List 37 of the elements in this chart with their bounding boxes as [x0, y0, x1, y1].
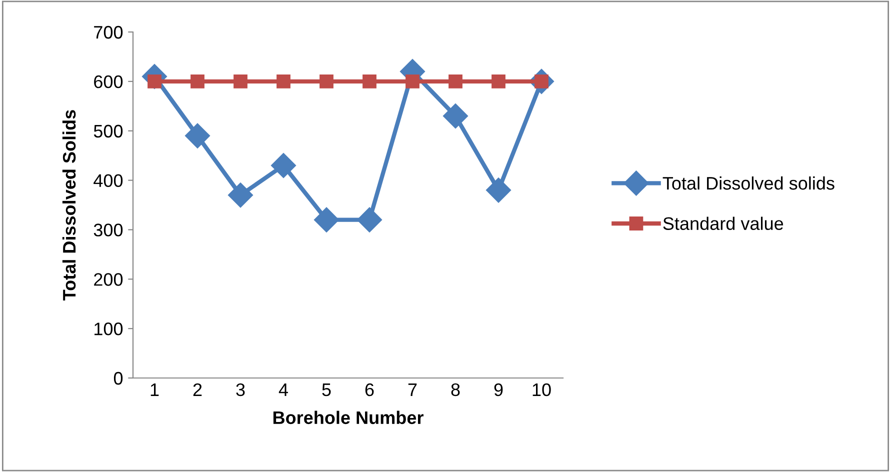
x-tick-label: 1	[150, 384, 159, 396]
y-tick-label: 400	[94, 174, 123, 188]
x-axis-title: Borehole Number	[273, 410, 424, 424]
point	[492, 74, 506, 88]
y-tick-label: 100	[94, 322, 123, 336]
legend-label: Standard value	[663, 216, 784, 230]
point	[362, 74, 376, 88]
legend-label: Total Dissolved solids	[662, 176, 834, 190]
point	[448, 74, 462, 88]
y-tick-label: 200	[94, 273, 123, 286]
point	[406, 74, 420, 88]
y-tick-label: 600	[94, 75, 123, 88]
x-tick-label: 5	[322, 384, 331, 396]
x-tick-label: 8	[451, 383, 460, 396]
y-tick-label: 700	[94, 26, 123, 39]
point	[486, 178, 511, 203]
y-tick-label: 300	[94, 224, 123, 236]
x-tick-label: 7	[408, 384, 417, 396]
point	[185, 123, 210, 148]
y-tick-label: 500	[94, 124, 123, 138]
point	[357, 207, 382, 232]
point	[314, 207, 339, 232]
point	[276, 74, 290, 88]
x-tick-label: 2	[193, 383, 202, 396]
point	[320, 74, 334, 88]
point	[271, 152, 296, 178]
point	[228, 182, 253, 208]
x-tick-label: 6	[365, 383, 374, 396]
point	[190, 74, 204, 88]
x-tick-label: 9	[494, 383, 503, 396]
x-tick-label: 10	[532, 383, 551, 396]
x-tick-label: 3	[236, 383, 245, 396]
y-tick-label: 0	[114, 372, 123, 385]
point	[234, 74, 248, 88]
x-tick-label: 4	[278, 384, 288, 396]
y-axis-title: Total Dissolved Solids	[62, 110, 76, 300]
point	[443, 104, 468, 129]
